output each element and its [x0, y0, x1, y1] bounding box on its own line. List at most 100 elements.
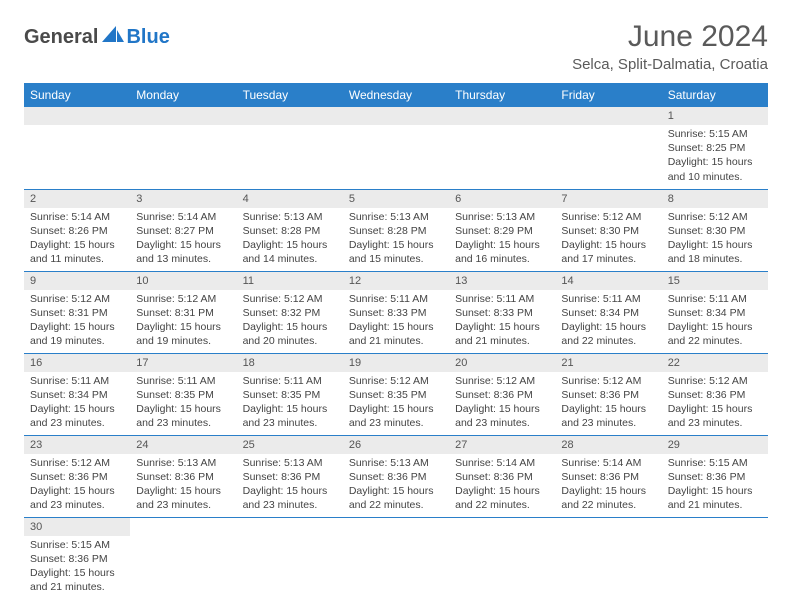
day-number: 7: [555, 190, 661, 208]
day-content: Sunrise: 5:13 AMSunset: 8:36 PMDaylight:…: [130, 454, 236, 517]
day-number-empty: [130, 107, 236, 125]
title-block: June 2024 Selca, Split-Dalmatia, Croatia: [572, 20, 768, 73]
day-content: Sunrise: 5:12 AMSunset: 8:30 PMDaylight:…: [662, 208, 768, 271]
calendar-cell: 22Sunrise: 5:12 AMSunset: 8:36 PMDayligh…: [662, 353, 768, 435]
day-content: Sunrise: 5:13 AMSunset: 8:28 PMDaylight:…: [343, 208, 449, 271]
day-content: Sunrise: 5:12 AMSunset: 8:36 PMDaylight:…: [555, 372, 661, 435]
day-content: Sunrise: 5:12 AMSunset: 8:36 PMDaylight:…: [24, 454, 130, 517]
calendar-cell: 5Sunrise: 5:13 AMSunset: 8:28 PMDaylight…: [343, 189, 449, 271]
weekday-header: Wednesday: [343, 83, 449, 107]
header: General Blue June 2024 Selca, Split-Dalm…: [24, 20, 768, 73]
day-number-empty: [449, 107, 555, 125]
day-content: Sunrise: 5:11 AMSunset: 8:33 PMDaylight:…: [449, 290, 555, 353]
day-content: Sunrise: 5:13 AMSunset: 8:29 PMDaylight:…: [449, 208, 555, 271]
calendar-cell: 16Sunrise: 5:11 AMSunset: 8:34 PMDayligh…: [24, 353, 130, 435]
day-number: 9: [24, 272, 130, 290]
calendar-cell: [343, 517, 449, 599]
logo-text-blue: Blue: [126, 26, 169, 49]
day-content: Sunrise: 5:12 AMSunset: 8:31 PMDaylight:…: [130, 290, 236, 353]
weekday-header: Monday: [130, 83, 236, 107]
calendar-cell: 15Sunrise: 5:11 AMSunset: 8:34 PMDayligh…: [662, 271, 768, 353]
day-content: Sunrise: 5:13 AMSunset: 8:36 PMDaylight:…: [237, 454, 343, 517]
day-number: 26: [343, 436, 449, 454]
calendar-cell: [24, 107, 130, 189]
calendar-cell: 26Sunrise: 5:13 AMSunset: 8:36 PMDayligh…: [343, 435, 449, 517]
calendar-cell: [449, 107, 555, 189]
day-number: 10: [130, 272, 236, 290]
calendar-cell: 4Sunrise: 5:13 AMSunset: 8:28 PMDaylight…: [237, 189, 343, 271]
day-number: 16: [24, 354, 130, 372]
calendar-cell: [449, 517, 555, 599]
day-content: Sunrise: 5:14 AMSunset: 8:36 PMDaylight:…: [449, 454, 555, 517]
day-number-empty: [24, 107, 130, 125]
day-number: 6: [449, 190, 555, 208]
location: Selca, Split-Dalmatia, Croatia: [572, 56, 768, 73]
calendar-cell: 30Sunrise: 5:15 AMSunset: 8:36 PMDayligh…: [24, 517, 130, 599]
weekday-header: Tuesday: [237, 83, 343, 107]
day-content: Sunrise: 5:12 AMSunset: 8:31 PMDaylight:…: [24, 290, 130, 353]
calendar-cell: 14Sunrise: 5:11 AMSunset: 8:34 PMDayligh…: [555, 271, 661, 353]
day-number-empty: [555, 107, 661, 125]
day-number: 3: [130, 190, 236, 208]
calendar-week-row: 23Sunrise: 5:12 AMSunset: 8:36 PMDayligh…: [24, 435, 768, 517]
calendar-cell: 27Sunrise: 5:14 AMSunset: 8:36 PMDayligh…: [449, 435, 555, 517]
day-content: Sunrise: 5:12 AMSunset: 8:30 PMDaylight:…: [555, 208, 661, 271]
calendar-cell: 1Sunrise: 5:15 AMSunset: 8:25 PMDaylight…: [662, 107, 768, 189]
weekday-header: Saturday: [662, 83, 768, 107]
day-number: 29: [662, 436, 768, 454]
day-content: Sunrise: 5:12 AMSunset: 8:32 PMDaylight:…: [237, 290, 343, 353]
day-content: Sunrise: 5:11 AMSunset: 8:33 PMDaylight:…: [343, 290, 449, 353]
day-content: Sunrise: 5:13 AMSunset: 8:28 PMDaylight:…: [237, 208, 343, 271]
calendar-body: 1Sunrise: 5:15 AMSunset: 8:25 PMDaylight…: [24, 107, 768, 599]
calendar-cell: [130, 517, 236, 599]
calendar-cell: 24Sunrise: 5:13 AMSunset: 8:36 PMDayligh…: [130, 435, 236, 517]
calendar-cell: 19Sunrise: 5:12 AMSunset: 8:35 PMDayligh…: [343, 353, 449, 435]
calendar-week-row: 2Sunrise: 5:14 AMSunset: 8:26 PMDaylight…: [24, 189, 768, 271]
calendar-cell: 12Sunrise: 5:11 AMSunset: 8:33 PMDayligh…: [343, 271, 449, 353]
calendar-cell: 6Sunrise: 5:13 AMSunset: 8:29 PMDaylight…: [449, 189, 555, 271]
calendar-cell: [237, 517, 343, 599]
logo-text-general: General: [24, 26, 98, 49]
day-number: 8: [662, 190, 768, 208]
day-content: Sunrise: 5:15 AMSunset: 8:36 PMDaylight:…: [662, 454, 768, 517]
logo-sail-icon: [102, 26, 124, 49]
day-number: 20: [449, 354, 555, 372]
day-number: 30: [24, 518, 130, 536]
calendar-cell: 11Sunrise: 5:12 AMSunset: 8:32 PMDayligh…: [237, 271, 343, 353]
day-number-empty: [343, 107, 449, 125]
day-number: 18: [237, 354, 343, 372]
day-content: Sunrise: 5:11 AMSunset: 8:34 PMDaylight:…: [662, 290, 768, 353]
day-content: Sunrise: 5:12 AMSunset: 8:35 PMDaylight:…: [343, 372, 449, 435]
calendar-cell: [130, 107, 236, 189]
day-content: Sunrise: 5:11 AMSunset: 8:35 PMDaylight:…: [130, 372, 236, 435]
calendar-cell: [555, 107, 661, 189]
calendar-week-row: 30Sunrise: 5:15 AMSunset: 8:36 PMDayligh…: [24, 517, 768, 599]
day-content: Sunrise: 5:14 AMSunset: 8:36 PMDaylight:…: [555, 454, 661, 517]
calendar-cell: [237, 107, 343, 189]
calendar-cell: 29Sunrise: 5:15 AMSunset: 8:36 PMDayligh…: [662, 435, 768, 517]
day-number: 23: [24, 436, 130, 454]
weekday-header: Sunday: [24, 83, 130, 107]
calendar-cell: 8Sunrise: 5:12 AMSunset: 8:30 PMDaylight…: [662, 189, 768, 271]
weekday-header-row: SundayMondayTuesdayWednesdayThursdayFrid…: [24, 83, 768, 107]
day-content: Sunrise: 5:15 AMSunset: 8:25 PMDaylight:…: [662, 125, 768, 188]
day-number: 11: [237, 272, 343, 290]
day-number: 12: [343, 272, 449, 290]
calendar-cell: [555, 517, 661, 599]
day-number: 28: [555, 436, 661, 454]
weekday-header: Thursday: [449, 83, 555, 107]
calendar-cell: 28Sunrise: 5:14 AMSunset: 8:36 PMDayligh…: [555, 435, 661, 517]
calendar-cell: 3Sunrise: 5:14 AMSunset: 8:27 PMDaylight…: [130, 189, 236, 271]
calendar-cell: 13Sunrise: 5:11 AMSunset: 8:33 PMDayligh…: [449, 271, 555, 353]
calendar-cell: 2Sunrise: 5:14 AMSunset: 8:26 PMDaylight…: [24, 189, 130, 271]
day-content: Sunrise: 5:14 AMSunset: 8:27 PMDaylight:…: [130, 208, 236, 271]
day-content: Sunrise: 5:14 AMSunset: 8:26 PMDaylight:…: [24, 208, 130, 271]
day-number: 24: [130, 436, 236, 454]
day-number: 21: [555, 354, 661, 372]
day-number: 4: [237, 190, 343, 208]
calendar-cell: 23Sunrise: 5:12 AMSunset: 8:36 PMDayligh…: [24, 435, 130, 517]
day-number: 14: [555, 272, 661, 290]
day-number: 15: [662, 272, 768, 290]
day-number: 25: [237, 436, 343, 454]
day-number-empty: [237, 107, 343, 125]
